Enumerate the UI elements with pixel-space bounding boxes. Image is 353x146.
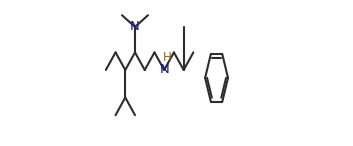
Text: H: H: [163, 51, 172, 64]
Text: N: N: [130, 20, 140, 33]
Text: N: N: [159, 64, 169, 77]
